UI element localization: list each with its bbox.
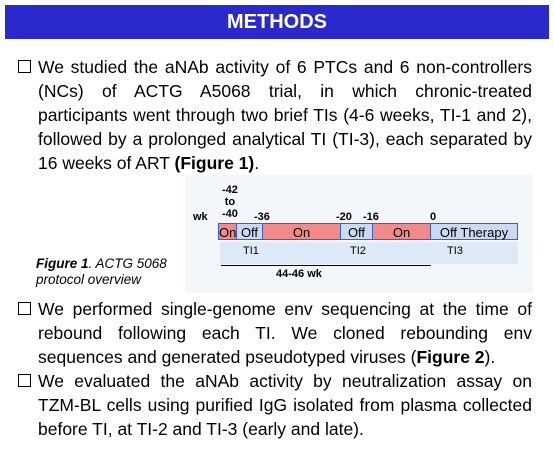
bullet: We performed single-genome env sequencin… <box>18 297 532 369</box>
caption-text: . ACTG 5068 protocol overview <box>36 256 167 287</box>
ti-label: TI3 <box>447 245 463 257</box>
bullet-text: . <box>254 153 260 173</box>
week-label: 0 <box>430 211 437 223</box>
week-label: -42 to -40 <box>222 184 238 220</box>
bullet-text: We studied the aNAb activity of 6 PTCs a… <box>38 57 532 173</box>
ti-band <box>220 242 518 264</box>
segment: On <box>372 223 431 240</box>
header: METHODS <box>5 5 549 39</box>
segment: On <box>262 223 341 240</box>
caption-label: Figure 1 <box>36 256 89 271</box>
week-label: -16 <box>363 211 379 223</box>
span-label: 44-46 wk <box>276 268 322 280</box>
span-line <box>221 265 431 266</box>
checkbox <box>18 374 31 387</box>
bullet: We studied the aNAb activity of 6 PTCs a… <box>18 55 532 175</box>
ti-label: TI2 <box>350 245 366 257</box>
caption: Figure 1. ACTG 5068 protocol overview <box>36 256 186 288</box>
week-label: -36 <box>254 211 270 223</box>
bullet: We evaluated the aNAb activity by neutra… <box>18 369 532 441</box>
segment: Off Therapy <box>430 223 518 240</box>
bullet-text: We evaluated the aNAb activity by neutra… <box>38 371 532 439</box>
bullet-text: (Figure 1) <box>174 153 255 173</box>
unit-label: wk <box>193 211 208 223</box>
ti-label: TI1 <box>243 245 259 257</box>
segment: On <box>218 223 237 240</box>
checkbox <box>18 302 31 315</box>
segment: Off <box>236 223 263 240</box>
week-label: -20 <box>336 211 352 223</box>
bullet-text: We performed single-genome env sequencin… <box>38 299 532 367</box>
segment: Off <box>340 223 373 240</box>
checkbox <box>18 60 31 73</box>
bullet-text: ). <box>484 347 496 367</box>
bullet-text: Figure 2 <box>416 347 485 367</box>
